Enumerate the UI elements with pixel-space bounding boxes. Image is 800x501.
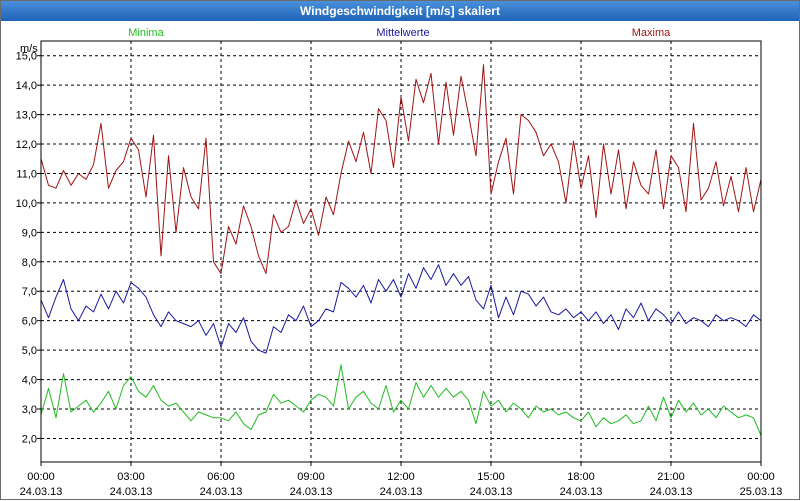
- x-tick-time: 00:00: [747, 471, 775, 483]
- x-tick-date: 24.03.13: [20, 486, 63, 498]
- axis-labels: m/s 2,0 3,0 4,0 5,0 6,0 7,0 8,0 9,0 10,0 11,0 12,0…: [16, 43, 783, 498]
- y-tick-label: 4,0: [22, 375, 37, 387]
- x-tick-date: 25.03.13: [740, 486, 783, 498]
- y-tick-label: 14,0: [16, 80, 37, 92]
- y-tick-label: 11,0: [16, 168, 37, 180]
- window-title: Windgeschwindigkeit [m/s] skaliert: [1, 1, 799, 21]
- y-tick-label: 10,0: [16, 198, 37, 210]
- x-tick-time: 15:00: [477, 471, 505, 483]
- x-tick-time: 12:00: [387, 471, 415, 483]
- series-line-mittelwerte: [40, 264, 762, 354]
- y-tick-label: 15,0: [16, 51, 37, 63]
- x-tick-time: 09:00: [297, 471, 325, 483]
- grid-lines: [41, 41, 761, 462]
- series-line-maxima: [40, 64, 762, 275]
- x-tick-date: 24.03.13: [290, 486, 333, 498]
- legend-maxima: Maxima: [632, 27, 671, 39]
- x-tick-date: 24.03.13: [200, 486, 243, 498]
- x-tick-time: 00:00: [27, 471, 55, 483]
- series-layer: [40, 64, 762, 436]
- y-tick-label: 3,0: [22, 404, 37, 416]
- legend: Minima Mittelwerte Maxima: [128, 27, 671, 39]
- x-tick-date: 24.03.13: [560, 486, 603, 498]
- x-tick-date: 24.03.13: [650, 486, 693, 498]
- x-tick-time: 18:00: [567, 471, 595, 483]
- y-tick-label: 5,0: [22, 345, 37, 357]
- legend-minima: Minima: [128, 27, 164, 39]
- y-axis-unit: m/s: [20, 43, 38, 55]
- x-tick-time: 06:00: [207, 471, 235, 483]
- x-tick-date: 24.03.13: [380, 486, 423, 498]
- y-tick-label: 8,0: [22, 257, 37, 269]
- y-tick-label: 9,0: [22, 227, 37, 239]
- y-tick-label: 2,0: [22, 433, 37, 445]
- legend-mittelwerte: Mittelwerte: [376, 27, 429, 39]
- x-tick-time: 21:00: [657, 471, 685, 483]
- y-tick-label: 13,0: [16, 110, 37, 122]
- axes: [37, 40, 762, 466]
- y-tick-label: 7,0: [22, 286, 37, 298]
- y-tick-label: 12,0: [16, 139, 37, 151]
- x-tick-date: 24.03.13: [110, 486, 153, 498]
- plot-frame: [40, 40, 762, 463]
- series-line-minima: [40, 364, 762, 436]
- x-tick-time: 03:00: [117, 471, 145, 483]
- x-tick-date: 24.03.13: [470, 486, 513, 498]
- y-tick-label: 6,0: [22, 316, 37, 328]
